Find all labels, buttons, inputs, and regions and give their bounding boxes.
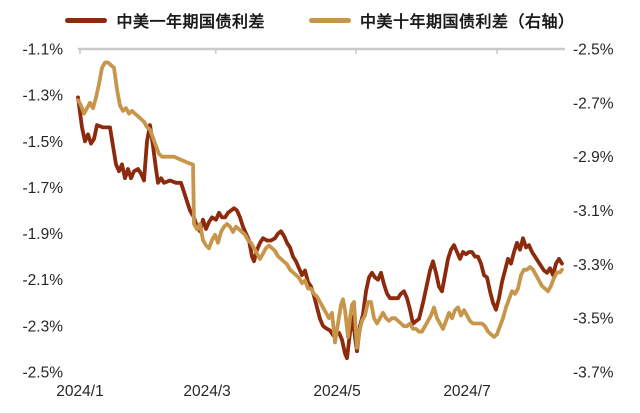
chart-legend: 中美一年期国债利差 中美十年期国债利差（右轴） — [0, 8, 640, 32]
left-axis-tick-label: -2.3% — [23, 318, 64, 335]
right-axis-tick-label: -3.1% — [573, 203, 614, 220]
left-axis-tick-label: -1.9% — [23, 226, 64, 243]
right-axis-tick-label: -2.5% — [573, 42, 614, 59]
right-axis-tick-label: -3.7% — [573, 365, 614, 382]
left-axis-tick-label: -1.7% — [23, 180, 64, 197]
series-line-10y — [76, 60, 564, 350]
series-line-1y — [76, 95, 564, 361]
legend-line-swatch-10y — [309, 17, 351, 23]
left-axis-tick-label: -1.1% — [23, 42, 64, 59]
right-axis-tick-label: -2.7% — [573, 95, 614, 112]
legend-label-1y: 中美一年期国债利差 — [116, 14, 265, 31]
left-axis-tick-label: -1.5% — [23, 134, 64, 151]
legend-line-swatch-1y — [65, 17, 108, 23]
right-axis-tick-label: -2.9% — [573, 149, 614, 166]
x-axis-label: 2024/1 — [56, 383, 103, 400]
right-axis-tick-label: -3.3% — [573, 257, 614, 274]
legend-label-10y: 中美十年期国债利差（右轴） — [360, 14, 575, 31]
left-axis-tick-label: -2.1% — [23, 272, 64, 289]
left-axis-tick-label: -1.3% — [23, 88, 64, 105]
legend-item-1y-spread: 中美一年期国债利差 — [65, 8, 265, 32]
x-axis-label: 2024/5 — [313, 383, 360, 400]
right-axis-tick-label: -3.5% — [573, 311, 614, 328]
x-axis-label: 2024/3 — [183, 383, 230, 400]
x-axis-label: 2024/7 — [443, 383, 490, 400]
legend-item-10y-spread: 中美十年期国债利差（右轴） — [309, 8, 575, 32]
left-axis-tick-label: -2.5% — [23, 365, 64, 382]
